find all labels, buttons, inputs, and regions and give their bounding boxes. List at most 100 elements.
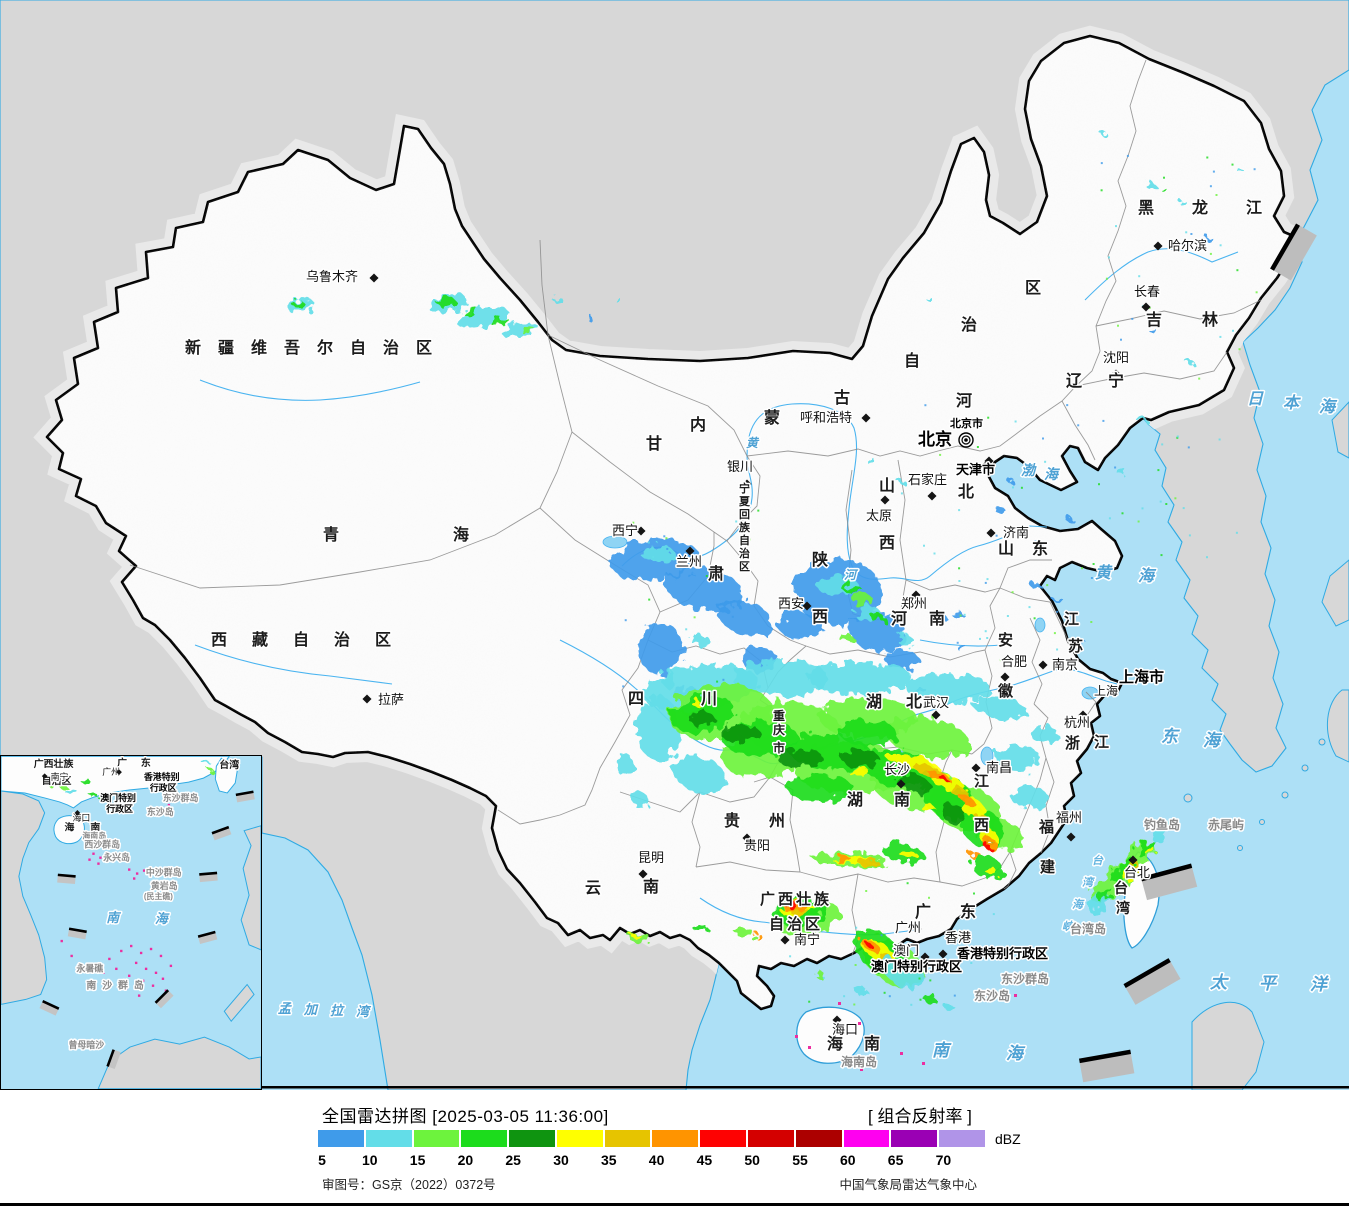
province-border-line [1029,617,1043,705]
inset-echo [50,783,57,786]
inset-islet-mark [132,877,136,880]
radar-echo [1122,868,1134,880]
city-label: 呼和浩特 [800,410,852,425]
inset-label: 永兴岛 [102,851,130,862]
map-label: 海南岛 [841,1054,877,1069]
inset-islet-mark [157,893,161,896]
ryukyu-islet [1281,791,1289,799]
radar-speck [1044,460,1047,463]
inset-indochina [1,790,48,1005]
map-labels: 黑龙江吉 林辽 宁内 蒙古自治区新疆维吾尔自治区青 海甘肃西藏自治区四 川陕西山西河北山东… [184,197,1340,1071]
radar-speck [632,521,635,524]
inset-dash-shadow [107,1049,121,1070]
map-label: 江 [1064,610,1079,628]
map-label: 西 [879,534,895,552]
map-label: 河 [956,391,972,410]
province-border-line [1061,400,1096,461]
radar-echo [949,786,971,800]
lake [1081,686,1099,700]
map-label: 西 [211,631,227,649]
map-label: 峡 [1062,920,1075,933]
radar-speck [1108,256,1110,259]
map-label: 州 [768,812,785,830]
inset-islet-mark [100,1039,103,1042]
radar-echo [1206,238,1214,242]
map-label: 吉 [1146,310,1162,329]
map-label: 海 [1319,398,1338,416]
map-label: 自治区 [769,915,823,933]
city-label: 长春 [1134,284,1160,299]
radar-speck [1045,546,1048,549]
city-marker [362,694,372,704]
legend-panel: 全国雷达拼图 [2025-03-05 11:36:00] [ 组合反射率 ] 5… [0,1090,1349,1204]
radar-echo [898,849,918,859]
city-label: 西宁 [612,523,638,538]
radar-speck [999,659,1002,662]
leader-line [976,461,988,468]
radar-speck [1219,335,1222,338]
japan-island [1321,559,1349,627]
map-label: 湾 [1082,876,1095,889]
radar-echo [586,316,594,320]
map-label: 上海 [1094,683,1118,698]
map-label: 南 [864,1034,880,1053]
map-label: 肃 [708,565,724,583]
radar-speck [702,693,705,696]
radar-speck [705,575,708,577]
radar-echo [732,660,828,696]
radar-speck [970,962,973,964]
dash-bar [1270,223,1300,271]
inset-islet-mark [99,856,102,859]
map-label: 台湾岛 [1070,921,1106,936]
radar-speck [1115,225,1117,228]
radar-echo [1167,823,1177,829]
radar-speck [1160,554,1163,557]
map-label: 山 [998,540,1014,558]
radar-echo [1053,597,1063,603]
radar-speck [1121,512,1124,515]
radar-echo [633,791,647,809]
map-label: 浙 [1065,734,1080,752]
map-label: 贵 [724,811,740,830]
province-border-line [713,455,761,542]
map-label: 黑 [1138,199,1154,217]
map-label: 洋 [1310,975,1330,994]
radar-echo [972,696,1028,720]
dash-segment [1079,1049,1135,1083]
radar-speck [1231,163,1234,166]
map-label: 甘 [646,435,662,453]
radar-echo [984,844,990,848]
radar-speck [805,933,808,936]
radar-echo [815,972,825,978]
map-label: 治 [334,630,350,649]
dash-segment [1140,863,1198,901]
radar-echo [945,1005,955,1011]
radar-echo [850,611,906,653]
radar-speck [900,492,903,495]
city-marker [938,949,948,959]
map-label: 西 [812,608,828,626]
map-label: 东 [1032,539,1048,558]
radar-speck [923,544,925,547]
map-label: 东 [1161,727,1181,746]
radar-speck [1056,610,1059,613]
province-border-line [769,776,801,873]
dash-shadow [1271,224,1317,281]
map-label: 辽 [1066,372,1083,390]
radar-speck [1159,500,1162,503]
map-label: 吾 [284,339,300,357]
map-label: 湾 [1116,900,1130,916]
map-label: 河 [844,568,859,582]
province-border-line [1075,351,1228,387]
radar-speck [1126,154,1129,157]
city-marker [911,590,921,600]
radar-specks [622,154,1258,1071]
radar-speck [663,535,666,538]
inset-echo [91,794,100,799]
map-label: 海 [827,1034,843,1053]
city-label: 哈尔滨 [1168,238,1207,253]
inset-label: 东沙岛 [147,806,174,817]
map-label: 林 [1202,310,1218,329]
radar-speck [1102,419,1105,422]
inset-dash-bar [68,927,87,934]
